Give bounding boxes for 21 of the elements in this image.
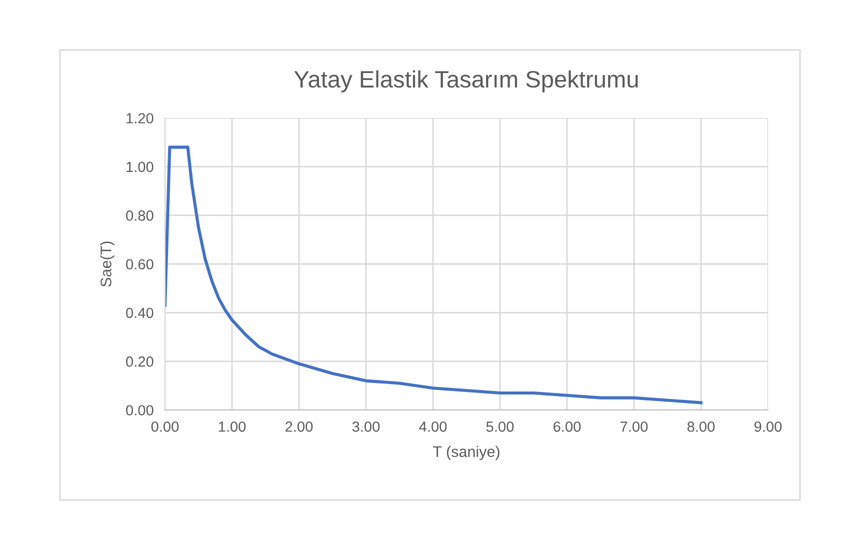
y-tick-label: 0.00 xyxy=(126,405,154,416)
x-tick-label: 9.00 xyxy=(754,421,782,432)
x-tick-label: 8.00 xyxy=(687,421,715,432)
line-series xyxy=(165,146,703,404)
y-tick-label: 0.20 xyxy=(126,356,154,367)
x-tick-label: 0.00 xyxy=(151,421,179,432)
y-tick-label: 0.80 xyxy=(126,210,154,221)
x-tick-label: 2.00 xyxy=(286,421,313,432)
x-tick-label: 5.00 xyxy=(486,421,514,432)
y-tick-label: 0.60 xyxy=(126,259,154,270)
y-axis-title: Sae(T) xyxy=(100,242,114,287)
x-tick-label: 1.00 xyxy=(218,421,246,432)
x-tick-label: 6.00 xyxy=(554,421,581,432)
y-tick-label: 1.20 xyxy=(126,113,154,124)
y-tick-label: 1.00 xyxy=(126,162,154,172)
chart-title: Yatay Elastik Tasarım Spektrumu xyxy=(294,70,638,92)
x-tick-label: 4.00 xyxy=(419,421,447,432)
x-tick-label: 3.00 xyxy=(352,421,380,432)
x-tick-label: 7.00 xyxy=(620,421,648,432)
y-tick-label: 0.40 xyxy=(126,308,154,318)
x-axis-title: T (saniye) xyxy=(433,446,500,460)
